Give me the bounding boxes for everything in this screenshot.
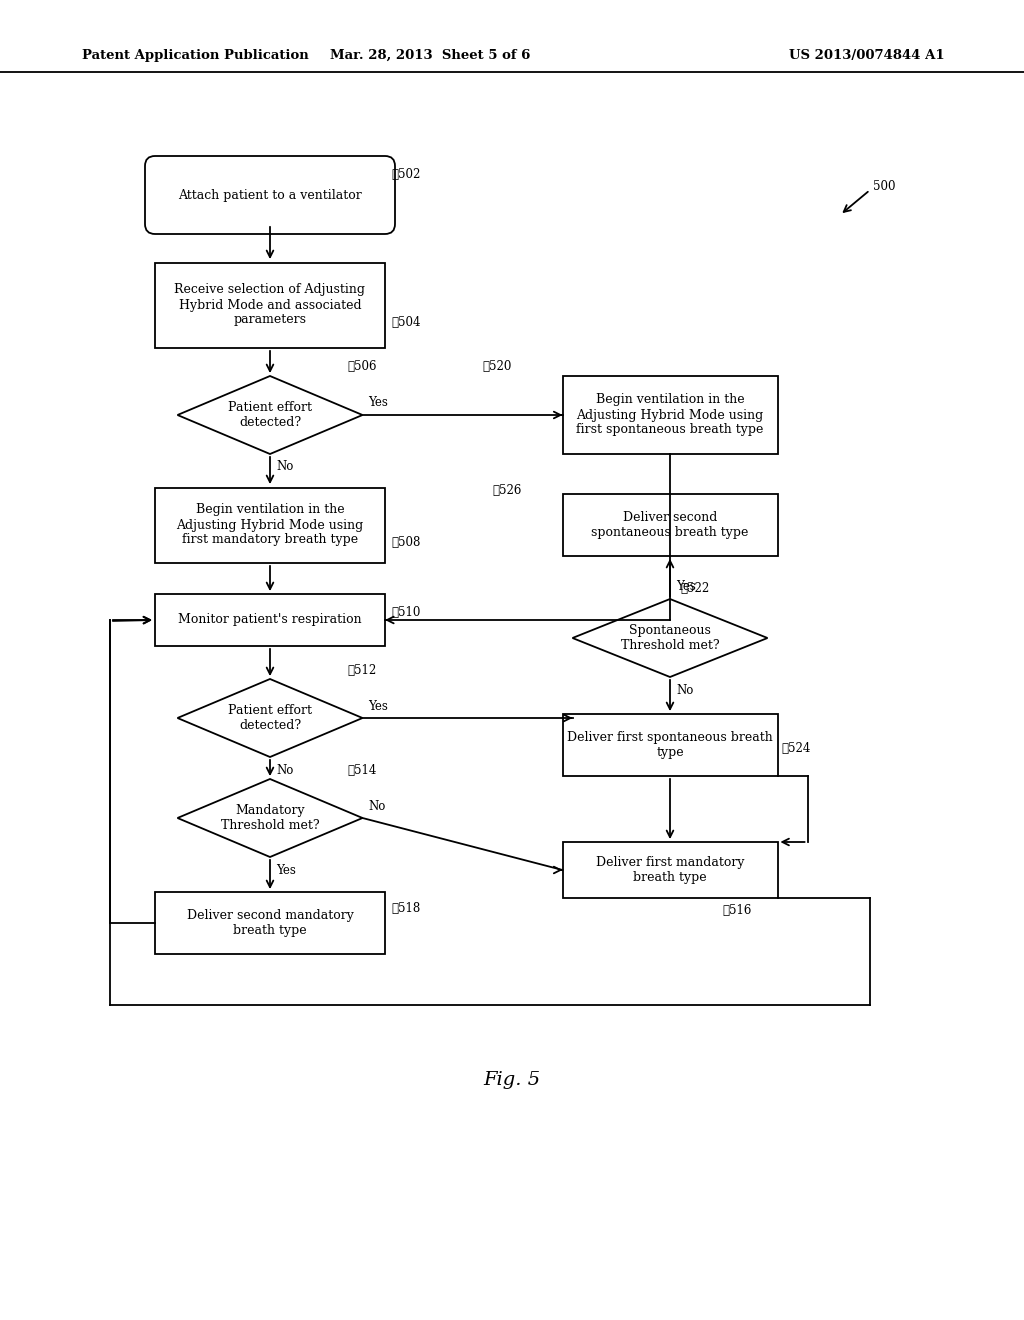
Text: ⌜520: ⌜520 bbox=[482, 360, 512, 374]
Text: Yes: Yes bbox=[276, 863, 296, 876]
Bar bbox=[155, 594, 385, 645]
Text: 500: 500 bbox=[873, 181, 896, 194]
Bar bbox=[562, 376, 777, 454]
Text: ⌜506: ⌜506 bbox=[347, 360, 377, 374]
Text: Yes: Yes bbox=[369, 396, 388, 409]
Text: Deliver second mandatory
breath type: Deliver second mandatory breath type bbox=[186, 909, 353, 937]
Text: Begin ventilation in the
Adjusting Hybrid Mode using
first spontaneous breath ty: Begin ventilation in the Adjusting Hybri… bbox=[577, 393, 764, 437]
Text: No: No bbox=[276, 763, 293, 776]
Text: ⌜502: ⌜502 bbox=[391, 169, 421, 181]
Text: Mar. 28, 2013  Sheet 5 of 6: Mar. 28, 2013 Sheet 5 of 6 bbox=[330, 49, 530, 62]
Text: Patient effort
detected?: Patient effort detected? bbox=[228, 401, 312, 429]
Bar bbox=[155, 487, 385, 562]
Text: ⌜516: ⌜516 bbox=[723, 903, 752, 916]
Text: Patent Application Publication: Patent Application Publication bbox=[82, 49, 309, 62]
Polygon shape bbox=[177, 678, 362, 756]
Text: Deliver first spontaneous breath
type: Deliver first spontaneous breath type bbox=[567, 731, 773, 759]
Text: No: No bbox=[676, 684, 693, 697]
Text: No: No bbox=[276, 461, 293, 474]
Bar bbox=[562, 494, 777, 556]
Text: Patient effort
detected?: Patient effort detected? bbox=[228, 704, 312, 733]
Polygon shape bbox=[572, 599, 768, 677]
Text: Mandatory
Threshold met?: Mandatory Threshold met? bbox=[221, 804, 319, 832]
Text: ⌜510: ⌜510 bbox=[391, 606, 421, 619]
Text: ⌜526: ⌜526 bbox=[493, 483, 522, 496]
Text: ⌜522: ⌜522 bbox=[680, 582, 710, 594]
Text: ⌜508: ⌜508 bbox=[391, 536, 421, 549]
Text: Monitor patient's respiration: Monitor patient's respiration bbox=[178, 614, 361, 627]
Text: No: No bbox=[369, 800, 386, 813]
Polygon shape bbox=[177, 779, 362, 857]
Text: ⌜518: ⌜518 bbox=[391, 902, 420, 915]
Text: US 2013/0074844 A1: US 2013/0074844 A1 bbox=[790, 49, 945, 62]
Text: Spontaneous
Threshold met?: Spontaneous Threshold met? bbox=[621, 624, 719, 652]
Bar bbox=[155, 892, 385, 954]
Text: Yes: Yes bbox=[676, 579, 696, 593]
Bar bbox=[562, 842, 777, 898]
Text: ⌜524: ⌜524 bbox=[781, 742, 811, 755]
Bar bbox=[562, 714, 777, 776]
FancyBboxPatch shape bbox=[145, 156, 395, 234]
Text: Attach patient to a ventilator: Attach patient to a ventilator bbox=[178, 189, 361, 202]
Text: Begin ventilation in the
Adjusting Hybrid Mode using
first mandatory breath type: Begin ventilation in the Adjusting Hybri… bbox=[176, 503, 364, 546]
Text: Deliver first mandatory
breath type: Deliver first mandatory breath type bbox=[596, 855, 744, 884]
Text: ⌜512: ⌜512 bbox=[347, 664, 377, 676]
Polygon shape bbox=[177, 376, 362, 454]
Text: Deliver second
spontaneous breath type: Deliver second spontaneous breath type bbox=[591, 511, 749, 539]
Bar bbox=[155, 263, 385, 347]
Text: Yes: Yes bbox=[369, 700, 388, 713]
Text: ⌜514: ⌜514 bbox=[347, 763, 377, 776]
Text: ⌜504: ⌜504 bbox=[391, 317, 421, 330]
Text: Receive selection of Adjusting
Hybrid Mode and associated
parameters: Receive selection of Adjusting Hybrid Mo… bbox=[174, 284, 366, 326]
Text: Fig. 5: Fig. 5 bbox=[483, 1071, 541, 1089]
